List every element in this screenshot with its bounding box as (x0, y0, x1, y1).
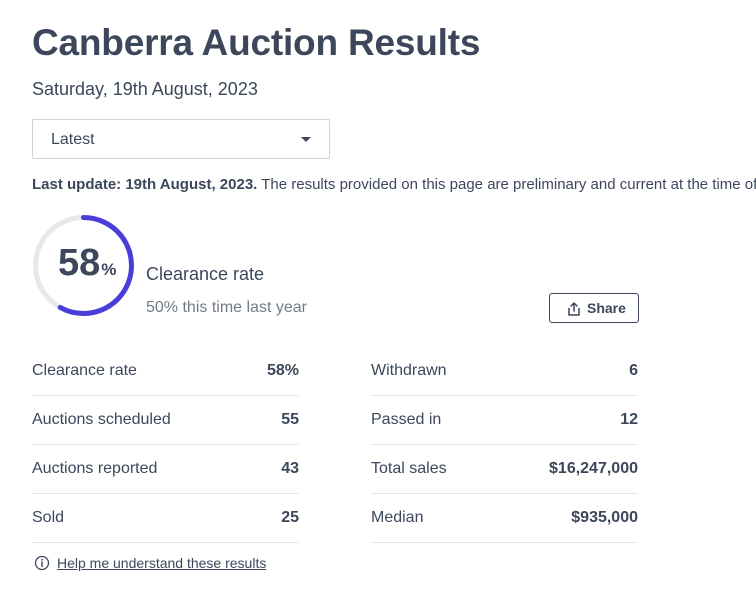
results-date: Saturday, 19th August, 2023 (32, 79, 258, 99)
stat-row: Median $935,000 (371, 494, 638, 543)
stat-label: Total sales (371, 460, 447, 477)
last-update-label: Last update: 19th August, 2023. (32, 176, 258, 193)
stat-label: Passed in (371, 411, 442, 428)
stat-row: Total sales $16,247,000 (371, 445, 638, 494)
stat-value: 12 (620, 411, 638, 428)
clearance-rate-label: Clearance rate (146, 264, 265, 284)
help-link[interactable]: Help me understand these results (34, 555, 266, 571)
stat-row: Withdrawn 6 (371, 347, 638, 396)
stat-row: Passed in 12 (371, 396, 638, 445)
stat-value: 55 (281, 411, 299, 428)
stat-value: 6 (629, 362, 638, 379)
results-period-select[interactable]: Latest (32, 119, 330, 159)
last-update-note: Last update: 19th August, 2023. The resu… (32, 176, 756, 193)
chevron-down-icon (301, 137, 311, 142)
stat-label: Withdrawn (371, 362, 447, 379)
stat-label: Clearance rate (32, 362, 137, 379)
stat-label: Sold (32, 509, 65, 526)
clearance-rate-gauge (33, 215, 134, 316)
gauge-unit: % (101, 260, 117, 279)
share-label: Share (587, 300, 626, 316)
gauge-percentage: 58% (58, 242, 116, 285)
stat-value: $16,247,000 (549, 460, 638, 477)
share-button[interactable]: Share (549, 293, 639, 323)
stat-value: 58% (266, 362, 299, 379)
stat-row: Sold 25 (32, 494, 299, 543)
gauge-value: 58 (58, 242, 101, 284)
stat-value: $935,000 (571, 509, 638, 526)
gauge-progress-arc (33, 215, 134, 316)
stat-label: Auctions scheduled (32, 411, 171, 428)
stat-row: Clearance rate 58% (32, 347, 299, 396)
info-icon (34, 555, 50, 571)
select-value: Latest (51, 131, 95, 148)
help-link-label: Help me understand these results (57, 555, 267, 571)
stat-row: Auctions scheduled 55 (32, 396, 299, 445)
last-update-text: The results provided on this page are pr… (261, 176, 756, 193)
stat-row: Auctions reported 43 (32, 445, 299, 494)
stats-table-right: Withdrawn 6 Passed in 12 Total sales $16… (371, 347, 638, 543)
stat-label: Median (371, 509, 424, 526)
last-year-comparison: 50% this time last year (146, 299, 307, 316)
stat-value: 25 (281, 509, 299, 526)
stat-label: Auctions reported (32, 460, 158, 477)
stat-value: 43 (281, 460, 299, 477)
share-icon (568, 302, 580, 316)
page-title: Canberra Auction Results (32, 22, 481, 63)
stats-table-left: Clearance rate 58% Auctions scheduled 55… (32, 347, 299, 543)
